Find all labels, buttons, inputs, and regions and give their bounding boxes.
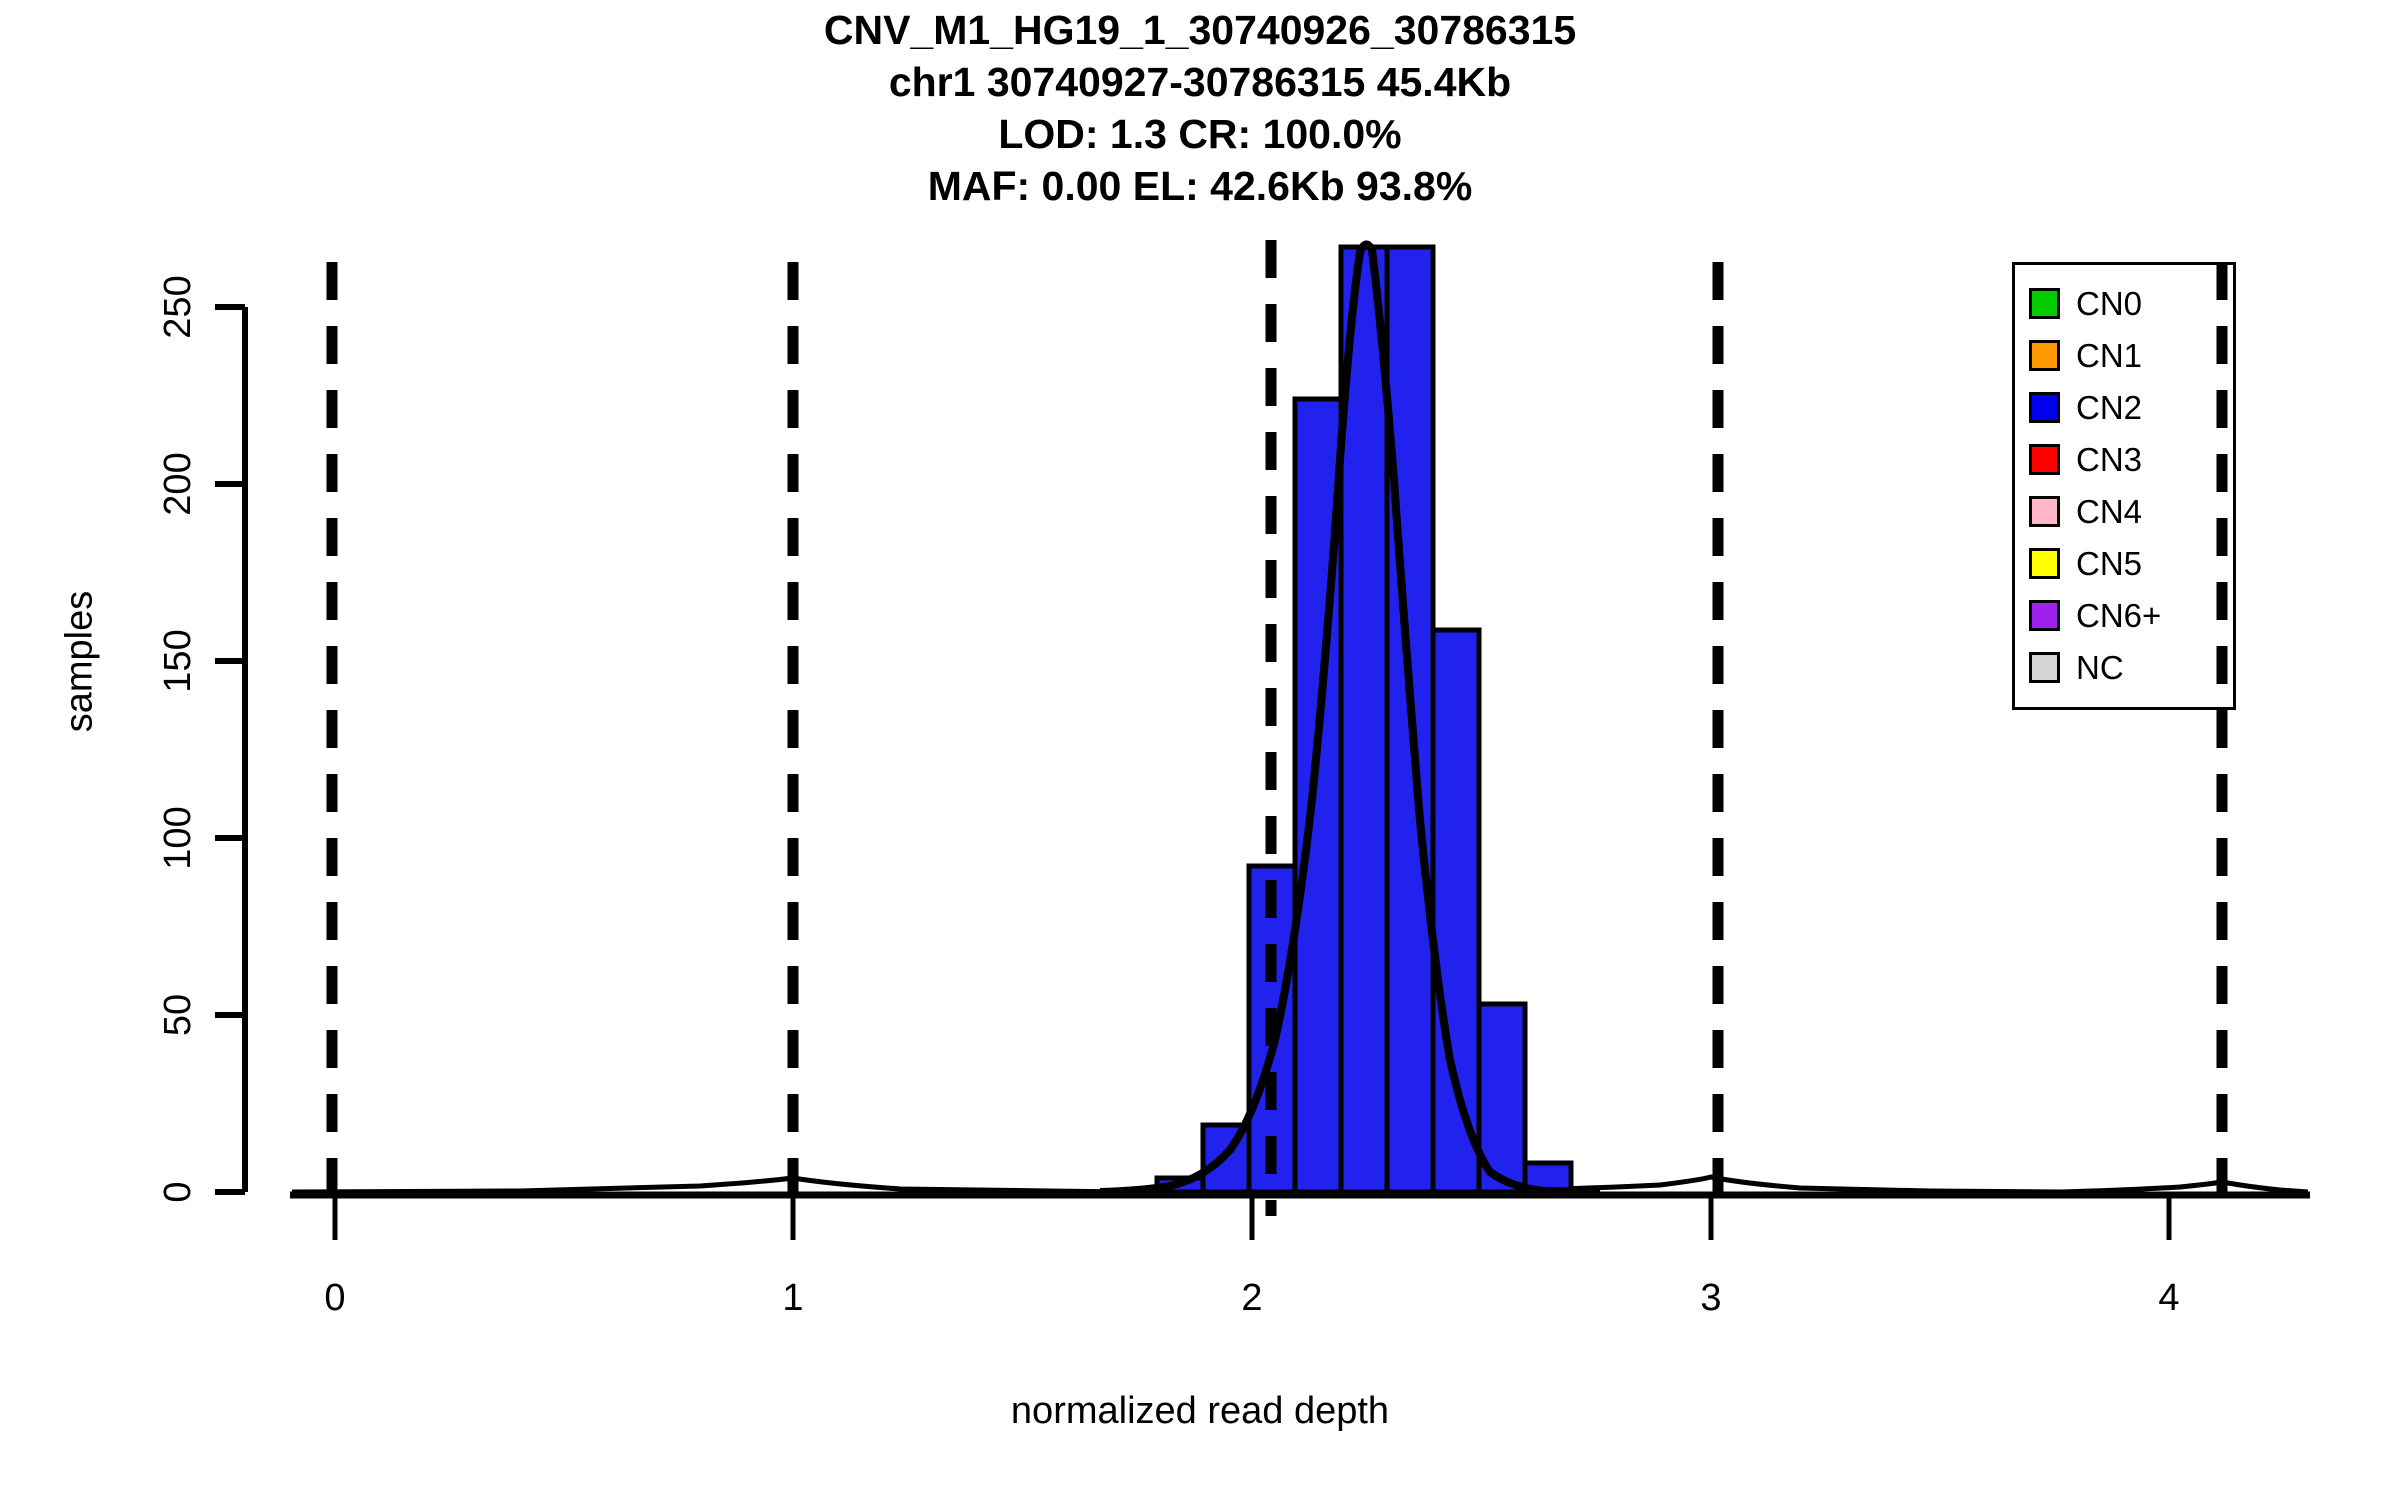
legend-label-cn5: CN5 — [2076, 544, 2143, 582]
x-tick-label: 3 — [1700, 1277, 1721, 1319]
histogram-bar — [1430, 627, 1482, 1195]
legend-swatch-cn1 — [2029, 339, 2060, 371]
legend-item-cn2[interactable]: CN2 — [2029, 387, 2142, 427]
y-tick-label: 150 — [157, 629, 199, 692]
legend-label-cn2: CN2 — [2076, 388, 2143, 426]
title-line-3: LOD: 1.3 CR: 100.0% — [998, 111, 1402, 157]
legend-swatch-cn6plus — [2029, 599, 2060, 631]
legend-label-cn6plus: CN6+ — [2076, 596, 2162, 634]
legend-item-cn0[interactable]: CN0 — [2029, 283, 2142, 323]
density-curve — [1099, 240, 1601, 1196]
legend-label-cn0: CN0 — [2076, 284, 2143, 322]
legend-swatch-cn5 — [2029, 547, 2060, 579]
histogram-bar — [1476, 1001, 1528, 1195]
title-line-4: MAF: 0.00 EL: 42.6Kb 93.8% — [927, 163, 1473, 209]
x-tick-label: 2 — [1241, 1277, 1262, 1319]
x-tick-label: 0 — [324, 1277, 345, 1319]
y-tick-label: 200 — [157, 452, 199, 515]
legend-label-cn3: CN3 — [2076, 440, 2143, 478]
legend-label-cn4: CN4 — [2076, 492, 2143, 530]
title-line-1: CNV_M1_HG19_1_30740926_30786315 — [823, 7, 1577, 53]
y-axis — [215, 304, 248, 1195]
histogram-bars — [1154, 244, 1574, 1195]
y-tick-labels: 0 50 100 150 200 250 — [157, 275, 199, 1202]
x-axis — [290, 1191, 2310, 1240]
legend-item-cn6plus[interactable]: CN6+ — [2029, 595, 2161, 635]
title-line-2: chr1 30740927-30786315 45.4Kb — [888, 59, 1512, 105]
y-tick-label: 100 — [157, 806, 199, 869]
legend-item-cn5[interactable]: CN5 — [2029, 543, 2142, 583]
y-tick-label: 50 — [157, 994, 199, 1036]
x-tick-labels: 0 1 2 3 4 — [324, 1277, 2179, 1319]
x-axis-label: normalized read depth — [1010, 1390, 1390, 1432]
x-tick-label: 1 — [782, 1277, 803, 1319]
legend-item-cn4[interactable]: CN4 — [2029, 491, 2142, 531]
y-tick-label: 250 — [157, 275, 199, 338]
legend: CN0 CN1 CN2 CN3 CN4 CN5 CN6+ NC — [2012, 262, 2236, 710]
legend-label-cn1: CN1 — [2076, 336, 2143, 374]
legend-item-nc[interactable]: NC — [2029, 647, 2124, 687]
legend-swatch-cn2 — [2029, 391, 2060, 423]
legend-swatch-cn0 — [2029, 287, 2060, 319]
legend-item-cn3[interactable]: CN3 — [2029, 439, 2142, 479]
legend-label-nc: NC — [2076, 648, 2124, 686]
legend-swatch-cn3 — [2029, 443, 2060, 475]
legend-swatch-cn4 — [2029, 495, 2060, 527]
chart-title: CNV_M1_HG19_1_30740926_30786315 chr1 307… — [0, 4, 2400, 212]
x-tick-label: 4 — [2158, 1277, 2179, 1319]
y-tick-label: 0 — [157, 1181, 199, 1202]
legend-swatch-nc — [2029, 651, 2060, 683]
legend-item-cn1[interactable]: CN1 — [2029, 335, 2142, 375]
